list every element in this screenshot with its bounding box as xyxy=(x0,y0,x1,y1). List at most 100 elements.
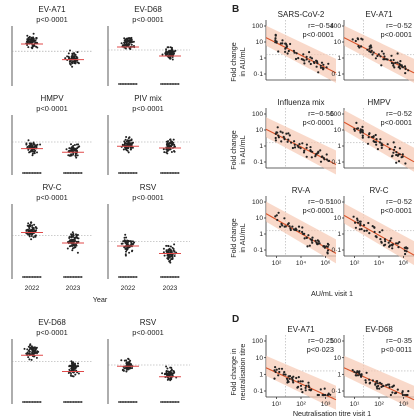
panel-b-point xyxy=(372,140,375,143)
panel-d-point xyxy=(380,382,383,385)
strip-point-floor xyxy=(135,172,138,174)
panel-d-point xyxy=(395,391,398,394)
panel-b-xlabel: AU/mL visit 1 xyxy=(311,289,353,298)
strip-point-floor xyxy=(160,276,162,278)
panel-b-point xyxy=(274,41,277,44)
panel-b-point xyxy=(321,155,324,158)
strip-point-floor xyxy=(80,172,83,174)
strip-point xyxy=(27,148,30,151)
strip-point xyxy=(72,56,75,59)
panel-b-point xyxy=(361,134,364,137)
strip-point xyxy=(67,372,70,374)
strip-point-floor xyxy=(129,276,132,278)
strip-point-floor xyxy=(168,83,170,85)
strip-p-1: p<0·0001 xyxy=(132,15,163,24)
panel-b-point xyxy=(317,71,320,74)
strip-point xyxy=(170,48,173,51)
panel-b-point xyxy=(276,218,279,222)
strip-point xyxy=(35,45,38,48)
panel-d-point xyxy=(368,382,371,385)
strip-point xyxy=(32,44,35,47)
panel-d-point xyxy=(364,381,367,384)
strip-point xyxy=(27,356,30,359)
panel-d-ytick-label: 0·1 xyxy=(331,388,341,395)
panel-d-point xyxy=(277,374,280,377)
panel-b-ytick-label: 10 xyxy=(256,127,264,134)
panel-d-point xyxy=(376,382,379,385)
strip-point xyxy=(162,251,165,254)
strip-point xyxy=(167,244,170,247)
panel-letter-d: D xyxy=(232,314,239,325)
strip-point-floor xyxy=(22,276,24,278)
strip-point xyxy=(128,136,131,139)
panel-d-point xyxy=(278,370,281,374)
panel-b-point xyxy=(301,230,304,234)
strip-point-floor xyxy=(163,401,166,403)
panel-d-point xyxy=(355,371,358,374)
strip-p-2: p<0·0001 xyxy=(36,104,67,113)
strip-point xyxy=(167,370,169,373)
panel-b-point xyxy=(303,62,306,65)
panel-d-point xyxy=(353,370,356,373)
strip-point-floor xyxy=(36,401,39,403)
strip-point xyxy=(72,153,75,156)
panel-b-point xyxy=(301,142,304,145)
panel-b-point xyxy=(371,225,374,228)
panel-b-point xyxy=(294,228,297,232)
strip-point xyxy=(129,147,132,150)
panel-b-point xyxy=(374,141,377,144)
panel-b-point xyxy=(376,148,379,151)
panel-d-point xyxy=(321,393,324,397)
panel-b-point xyxy=(308,244,311,247)
strip-point xyxy=(72,243,74,246)
strip-panel-7 xyxy=(107,339,190,404)
panel-b-point xyxy=(287,132,290,135)
strip-point xyxy=(37,350,40,353)
panel-d-point xyxy=(305,384,308,387)
strip-point-floor xyxy=(161,172,164,174)
strip-point xyxy=(130,39,133,41)
panel-b-point xyxy=(285,132,288,135)
panel-b-point xyxy=(279,225,282,228)
panel-d-point xyxy=(310,388,313,391)
strip-point-floor xyxy=(171,276,174,278)
panel-b-point xyxy=(284,42,287,45)
strip-point-floor xyxy=(177,172,180,174)
panel-d-point xyxy=(304,386,307,389)
strip-point xyxy=(124,141,126,144)
panel-b-point xyxy=(298,229,301,233)
strip-point xyxy=(71,369,74,372)
strip-point xyxy=(72,232,75,235)
panel-b-point xyxy=(325,158,328,161)
strip-point xyxy=(32,227,35,229)
panel-b-point xyxy=(404,252,407,256)
strip-point xyxy=(77,146,80,148)
panel-b-point xyxy=(281,131,284,134)
panel-b-point xyxy=(361,136,364,139)
strip-point xyxy=(75,233,77,236)
panel-b-ytick-label: 10 xyxy=(256,215,264,222)
panel-b-point xyxy=(287,138,290,141)
strip-point xyxy=(126,38,129,41)
panel-b-point xyxy=(396,52,399,55)
panel-b-point xyxy=(276,126,279,129)
panel-b-point xyxy=(274,136,277,140)
panel-d-point xyxy=(381,384,385,388)
strip-point xyxy=(161,53,164,56)
panel-b-point xyxy=(382,244,386,247)
panel-b-point xyxy=(392,151,395,154)
strip-point-floor xyxy=(161,276,164,278)
panel-d-point xyxy=(375,385,378,388)
strip-point-floor xyxy=(119,276,122,278)
panel-b-p-3: p<0·0001 xyxy=(381,118,412,127)
panel-b-point xyxy=(284,50,287,54)
panel-b-point xyxy=(310,57,314,60)
strip-point-floor xyxy=(176,172,178,174)
panel-d-point xyxy=(299,380,302,383)
panel-b-point xyxy=(394,61,397,64)
panel-d-point xyxy=(376,380,379,383)
panel-b-point xyxy=(293,51,296,54)
panel-b-r-0: r=−0·54 xyxy=(308,21,334,30)
strip-point-floor xyxy=(118,83,120,85)
panel-b-point xyxy=(397,66,400,69)
